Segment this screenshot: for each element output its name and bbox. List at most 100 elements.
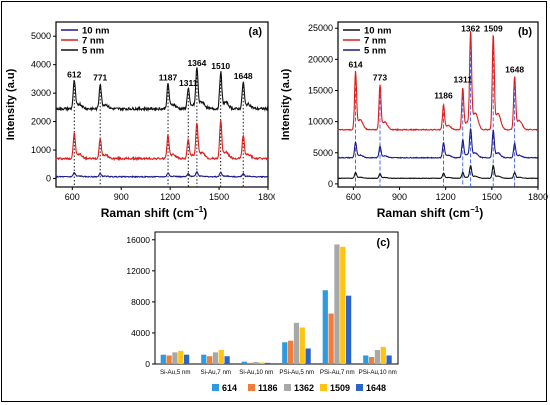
y-tick-label: 3000 bbox=[31, 88, 51, 98]
bar bbox=[369, 357, 375, 364]
peak-label: 1187 bbox=[159, 72, 178, 82]
x-axis-label-superscript: −1 bbox=[470, 205, 480, 214]
panel-label: (b) bbox=[518, 26, 532, 38]
y-axis-label: Intensity (a.u) bbox=[280, 68, 292, 140]
x-axis-label-superscript: −1 bbox=[194, 205, 204, 214]
x-category-label: Si-Au,5 nm bbox=[160, 369, 191, 376]
bar bbox=[288, 340, 294, 364]
bar bbox=[363, 355, 369, 364]
peak-label: 1311 bbox=[179, 78, 198, 88]
spectrum-line bbox=[55, 170, 268, 179]
x-axis-label-close: ) bbox=[479, 206, 483, 220]
legend-swatch bbox=[248, 384, 255, 391]
spectrum-line bbox=[55, 67, 269, 113]
x-tick-label: 1800 bbox=[258, 192, 275, 202]
y-tick-label: 12000 bbox=[126, 266, 150, 276]
x-axis-label-close: ) bbox=[203, 206, 207, 220]
bar bbox=[253, 362, 259, 364]
y-tick-label: 10000 bbox=[308, 117, 333, 127]
plot-frame bbox=[154, 231, 399, 365]
y-tick-label: 8000 bbox=[131, 297, 150, 307]
x-tick-label: 600 bbox=[65, 192, 80, 202]
bar bbox=[380, 346, 386, 364]
legend-swatch bbox=[284, 384, 291, 391]
y-tick-label: 16000 bbox=[126, 235, 150, 245]
bar bbox=[386, 355, 392, 364]
legend-label: 10 nm bbox=[82, 26, 109, 37]
x-tick-label: 1200 bbox=[436, 192, 456, 202]
peak-label: 1311 bbox=[454, 74, 473, 84]
peak-label: 612 bbox=[67, 69, 81, 79]
x-tick-label: 1800 bbox=[528, 192, 548, 202]
peak-label: 771 bbox=[93, 72, 107, 82]
bar bbox=[340, 246, 346, 364]
bar bbox=[334, 244, 340, 364]
legend-label: 1186 bbox=[258, 383, 278, 393]
legend-label: 10 nm bbox=[364, 26, 391, 37]
bar bbox=[293, 322, 300, 364]
y-tick-label: 5000 bbox=[31, 31, 51, 41]
x-tick-label: 900 bbox=[114, 192, 129, 202]
peak-label: 1186 bbox=[434, 91, 453, 101]
x-tick-label: 900 bbox=[392, 192, 407, 202]
bar bbox=[322, 290, 328, 364]
peak-label: 614 bbox=[348, 59, 362, 69]
y-tick-label: 20000 bbox=[308, 54, 333, 64]
peak-label: 1364 bbox=[187, 58, 206, 68]
x-category-label: PSi-Au,5 nm bbox=[279, 369, 314, 376]
bar bbox=[172, 352, 178, 364]
y-tick-label: 1000 bbox=[31, 145, 51, 155]
legend-swatch bbox=[212, 384, 219, 391]
x-tick-label: 1200 bbox=[160, 192, 180, 202]
legend-label: 1648 bbox=[366, 383, 386, 393]
legend-label: 614 bbox=[222, 383, 237, 393]
peak-label: 1510 bbox=[211, 61, 230, 71]
bar bbox=[282, 342, 288, 364]
legend-swatch bbox=[356, 384, 363, 391]
peak-label: 773 bbox=[373, 73, 387, 83]
bar bbox=[212, 352, 219, 364]
x-tick-label: 1500 bbox=[209, 192, 229, 202]
panel-label: (a) bbox=[249, 26, 263, 38]
chart-panel-c: (c) 0 4000 8000 12000 16000 Si-Au,5 nm Si-Au,7 … bbox=[126, 231, 399, 393]
bar bbox=[259, 362, 265, 364]
y-tick-label: 25000 bbox=[308, 23, 333, 33]
y-tick-label: 2000 bbox=[31, 117, 51, 127]
bar bbox=[299, 327, 305, 364]
peak-label: 1509 bbox=[484, 23, 503, 33]
legend-label: 1509 bbox=[330, 383, 350, 393]
plot-frame bbox=[55, 21, 269, 188]
x-axis-label: Raman shift (cm−1) bbox=[101, 205, 207, 220]
legend-label: 5 nm bbox=[364, 46, 386, 57]
x-category-label: PSi-Au,10 nm bbox=[359, 369, 397, 376]
bar bbox=[160, 354, 166, 364]
plot-frame bbox=[337, 21, 539, 188]
spectrum-line bbox=[337, 30, 539, 132]
bar bbox=[166, 355, 172, 364]
y-tick-label: 0 bbox=[46, 173, 51, 183]
legend-label: 7 nm bbox=[364, 36, 386, 47]
y-tick-label: 4000 bbox=[131, 328, 150, 338]
bar bbox=[201, 354, 207, 364]
x-axis-label: Raman shift (cm−1) bbox=[377, 205, 483, 220]
bar bbox=[345, 295, 352, 364]
bar bbox=[328, 313, 334, 364]
peak-label: 1648 bbox=[505, 64, 524, 74]
y-tick-label: 0 bbox=[328, 179, 333, 189]
bar bbox=[183, 354, 190, 364]
legend-label: 7 nm bbox=[82, 36, 104, 47]
x-category-label: PSi-Au,7 nm bbox=[320, 369, 355, 376]
y-tick-label: 4000 bbox=[31, 60, 51, 70]
bar bbox=[224, 356, 230, 364]
bar bbox=[241, 361, 247, 364]
bar bbox=[247, 362, 253, 364]
bar bbox=[374, 350, 381, 364]
bar bbox=[264, 362, 271, 364]
legend-label: 1362 bbox=[294, 383, 314, 393]
bar bbox=[178, 350, 184, 364]
bar bbox=[207, 356, 213, 364]
